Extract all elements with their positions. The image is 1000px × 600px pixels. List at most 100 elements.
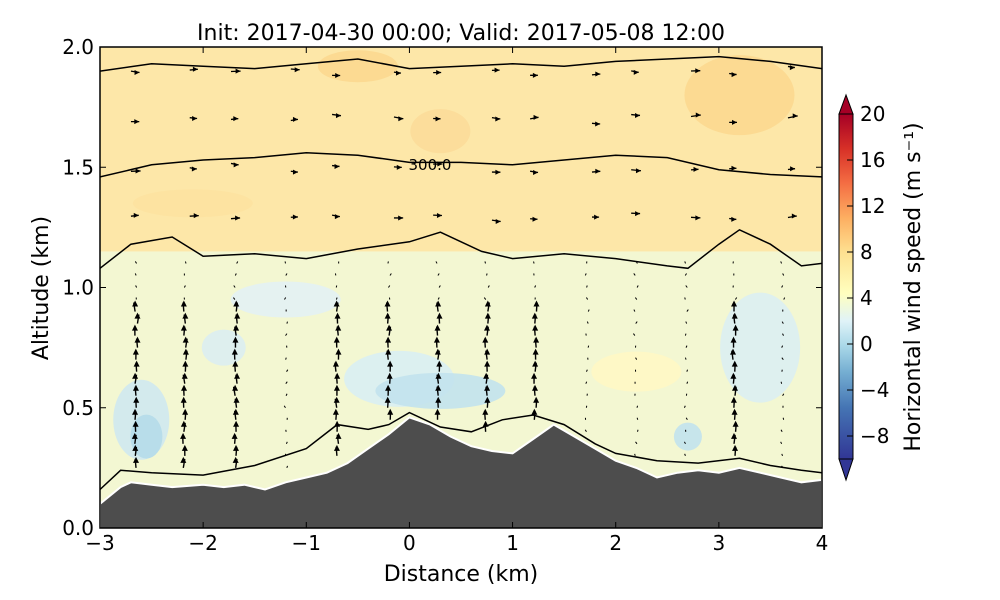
wind-vector <box>286 465 288 469</box>
colorbar: 20 16 12 8 4 0 −4 −8 Horizontal wind speed (m s… <box>838 93 926 482</box>
wind-vector <box>686 369 689 372</box>
wind-vector-head <box>732 420 739 427</box>
wind-vector <box>781 345 784 348</box>
wind-vector-head <box>595 71 601 77</box>
wind-vector <box>135 285 138 288</box>
wind-vector-head <box>181 384 188 391</box>
x-tick-label: −2 <box>188 531 217 555</box>
wind-vector-head <box>731 408 738 415</box>
wind-vector-head <box>483 372 490 379</box>
wind-vector <box>134 261 138 264</box>
wind-vector-head <box>132 384 139 391</box>
y-axis: 0.0 0.5 1.0 1.5 2.0 <box>62 35 822 540</box>
wind-vector <box>636 417 639 420</box>
wind-vector <box>683 405 686 408</box>
wind-vector-head <box>385 348 392 355</box>
wind-vector-head <box>436 212 442 218</box>
wind-vector-head <box>235 68 241 74</box>
wind-vector <box>283 405 286 409</box>
wind-vector-head <box>180 396 187 403</box>
wind-vector-head <box>292 169 298 175</box>
x-tick-label: 2 <box>609 531 622 555</box>
x-tick-label: 4 <box>816 531 829 555</box>
wind-vector <box>587 345 590 348</box>
wind-vector-head <box>436 312 443 319</box>
wind-vector <box>782 393 785 396</box>
colorbar-tick-label: −4 <box>860 378 889 402</box>
wind-vector-head <box>594 214 600 220</box>
wind-vector-head <box>484 348 491 355</box>
wind-vector-head <box>435 372 442 379</box>
colorbar-tick-label: 8 <box>860 240 873 264</box>
wind-vector-head <box>335 432 342 439</box>
colorbar-label: Horizontal wind speed (m s⁻¹) <box>901 122 926 451</box>
wind-vector-head <box>180 420 187 427</box>
wind-vector <box>285 441 288 445</box>
wind-vector-head <box>532 216 538 222</box>
x-tick-label: −1 <box>292 531 321 555</box>
wind-vector <box>388 285 391 288</box>
wind-vector-head <box>730 372 737 379</box>
wind-vector <box>684 453 686 457</box>
wind-vector <box>634 453 636 456</box>
wind-vector <box>734 297 738 300</box>
wind-vector-head <box>235 215 241 221</box>
wind-vector-head <box>384 300 391 307</box>
wind-vector <box>585 381 588 384</box>
x-axis-title: Distance (km) <box>384 562 539 587</box>
wind-vector-head <box>384 312 391 319</box>
wind-vector-head <box>234 372 241 379</box>
wind-vector <box>236 261 239 264</box>
wind-vector-head <box>333 396 340 403</box>
y-axis-title: Altitude (km) <box>29 216 54 360</box>
theta-contour-0 <box>100 55 822 72</box>
wind-vector-head <box>791 213 797 219</box>
wind-vector <box>183 285 186 288</box>
wind-vector-head <box>182 360 189 367</box>
wind-vector <box>781 357 784 360</box>
wind-vector <box>782 333 784 336</box>
wind-vector <box>782 273 785 276</box>
wind-vector <box>285 393 288 396</box>
wind-vector <box>684 297 686 300</box>
y-tick-label: 1.5 <box>62 155 94 179</box>
wind-vector-head <box>533 300 540 307</box>
colorbar-tick-label: 12 <box>860 194 885 218</box>
wind-vector-head <box>396 164 402 170</box>
wind-vector-head <box>133 212 139 218</box>
wind-vector-head <box>732 324 739 331</box>
wind-vector-head <box>133 396 140 403</box>
wind-vector-head <box>484 360 491 367</box>
wind-vector-head <box>532 360 539 367</box>
wind-speed-fill <box>100 47 822 528</box>
wind-vector-head <box>695 112 701 118</box>
wind-vector-head <box>180 432 187 439</box>
wind-vector-head <box>333 300 340 307</box>
wind-vector-head <box>292 214 298 220</box>
wind-vector <box>780 429 783 433</box>
wind-vector <box>534 285 537 288</box>
wind-vector-head <box>398 116 404 122</box>
wind-vector-head <box>532 384 539 391</box>
wind-vector-head <box>232 336 239 343</box>
wind-vector <box>234 273 237 276</box>
wind-vector-head <box>484 312 491 319</box>
wind-vector-head <box>132 408 139 415</box>
wind-vector-head <box>181 372 188 379</box>
wind-vector <box>683 441 686 445</box>
wind-vector-head <box>334 312 341 319</box>
wind-vector-head <box>635 168 641 174</box>
wind-vector <box>781 453 783 457</box>
wind-vector <box>684 357 687 360</box>
wind-vector <box>484 261 486 264</box>
wind-vector-head <box>435 116 441 122</box>
wind-vector-head <box>180 456 187 463</box>
wind-vector-head <box>635 211 641 217</box>
wind-vector-head <box>180 300 187 307</box>
wind-vector-head <box>693 166 699 172</box>
wind-vector-head <box>533 170 539 176</box>
wind-vector-head <box>633 69 639 75</box>
y-tick-label: 2.0 <box>62 35 94 59</box>
y-tick-label: 1.0 <box>62 276 94 300</box>
wind-vector-head <box>334 163 340 169</box>
